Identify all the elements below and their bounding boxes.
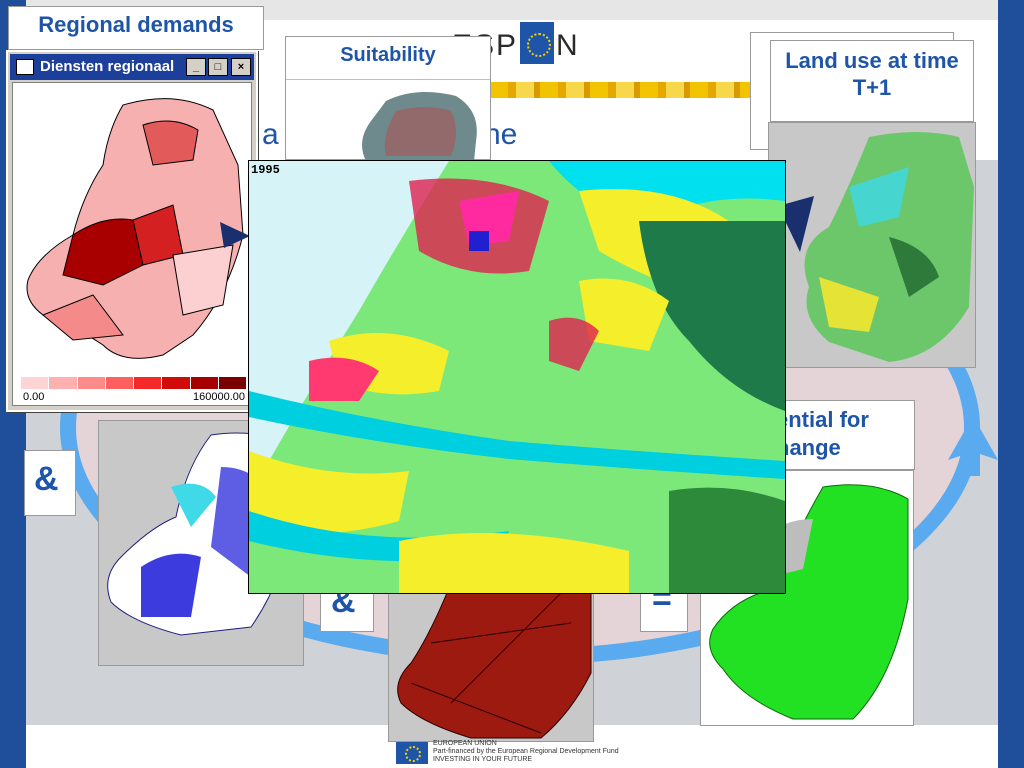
legend-swatch xyxy=(77,377,106,389)
eu-flag-icon xyxy=(520,22,555,64)
right-sidebar xyxy=(998,0,1024,768)
legend-max-value: 160000.00 xyxy=(193,391,245,403)
legend-swatch xyxy=(218,377,247,389)
top-band xyxy=(26,0,998,20)
flow-arrow-left-icon xyxy=(220,222,250,248)
land-use-raster xyxy=(249,161,785,593)
diensten-regionaal-window[interactable]: Diensten regionaal _ □ × 0.00 160000.00 xyxy=(6,50,258,412)
potential-title: ential for hange xyxy=(776,407,869,460)
legend-swatch xyxy=(105,377,134,389)
legend-color-bar xyxy=(21,377,247,389)
footer-text: EUROPEAN UNION Part-financed by the Euro… xyxy=(433,740,619,764)
maximize-button[interactable]: □ xyxy=(208,58,228,76)
header-photo-strip xyxy=(490,82,760,98)
close-button[interactable]: × xyxy=(231,58,251,76)
legend-swatch xyxy=(21,377,50,389)
legend-swatch xyxy=(190,377,219,389)
legend-swatch xyxy=(134,377,163,389)
window-titlebar[interactable]: Diensten regionaal _ □ × xyxy=(10,54,254,80)
eu-funding-footer: EUROPEAN UNION Part-financed by the Euro… xyxy=(396,740,636,766)
window-title: Diensten regionaal xyxy=(40,58,175,75)
cycle-arrowhead-icon xyxy=(948,416,998,476)
legend-swatch xyxy=(162,377,191,389)
minimize-button[interactable]: _ xyxy=(186,58,206,76)
footer-line-1: EUROPEAN UNION xyxy=(433,740,497,747)
footer-line-3: INVESTING IN YOUR FUTURE xyxy=(433,756,533,763)
eu-flag-icon xyxy=(396,742,428,764)
regional-demands-title-card xyxy=(8,6,264,50)
and-card-left xyxy=(24,450,76,516)
legend-swatch xyxy=(49,377,78,389)
potential-title-card xyxy=(770,400,915,470)
footer-line-2: Part-financed by the European Regional D… xyxy=(433,748,619,755)
window-content: 0.00 160000.00 xyxy=(12,82,252,406)
land-use-title: Land use at time T+1 xyxy=(770,40,974,122)
land-use-map xyxy=(804,132,974,362)
flow-arrow-right-icon xyxy=(778,196,814,252)
heading-fragment-left: a xyxy=(262,118,279,151)
suitability-title: Suitability xyxy=(286,42,490,80)
and-operator-left: & xyxy=(34,460,59,498)
regional-demands-title: Regional demands xyxy=(38,12,234,37)
suitability-map xyxy=(362,92,477,161)
legend-min-value: 0.00 xyxy=(23,391,45,403)
window-app-icon xyxy=(16,59,34,75)
land-use-map-1995[interactable]: 1995 xyxy=(248,160,786,594)
land-use-panel xyxy=(768,122,976,368)
map-year-label: 1995 xyxy=(251,163,280,177)
logo-text-right: N xyxy=(556,28,580,62)
regional-demand-choropleth xyxy=(26,98,244,359)
